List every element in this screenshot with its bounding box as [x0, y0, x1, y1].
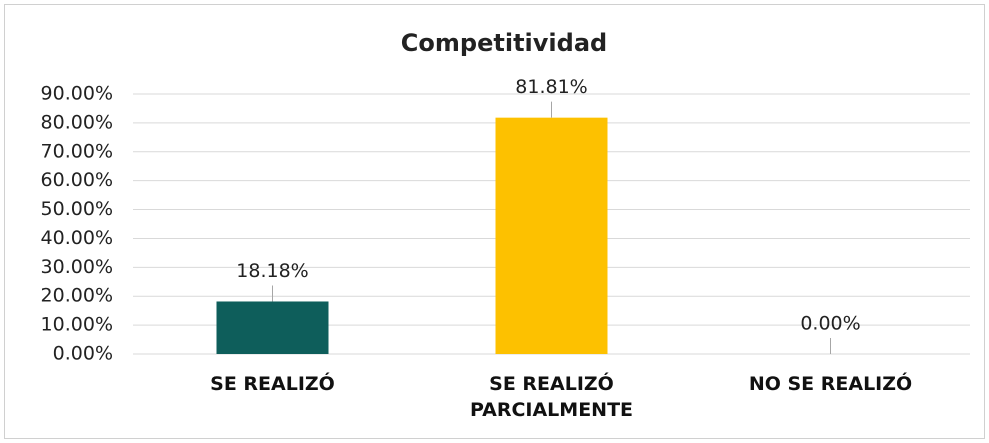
chart-border	[4, 4, 985, 439]
bar	[495, 117, 608, 354]
y-tick-label: 60.00%	[41, 169, 113, 191]
x-tick-label: NO SE REALIZÓ	[748, 373, 913, 395]
y-tick-label: 30.00%	[41, 256, 113, 278]
y-tick-label: 40.00%	[41, 227, 113, 249]
y-tick-label: 70.00%	[41, 140, 113, 162]
y-tick-label: 0.00%	[53, 343, 113, 365]
chart-title: Competitividad	[401, 29, 607, 57]
x-tick-label: SE REALIZÓ PARCIALMENTE	[469, 373, 634, 421]
y-tick-label: 10.00%	[41, 314, 113, 336]
bar	[216, 301, 329, 354]
value-label: 0.00%	[800, 313, 860, 335]
y-tick-label: 20.00%	[41, 285, 113, 307]
y-tick-label: 50.00%	[41, 198, 113, 220]
y-tick-label: 90.00%	[41, 83, 113, 105]
y-tick-label: 80.00%	[41, 111, 113, 133]
x-tick-label: SE REALIZÓ	[210, 373, 335, 395]
value-label: 81.81%	[515, 76, 587, 98]
value-label: 18.18%	[236, 260, 308, 282]
